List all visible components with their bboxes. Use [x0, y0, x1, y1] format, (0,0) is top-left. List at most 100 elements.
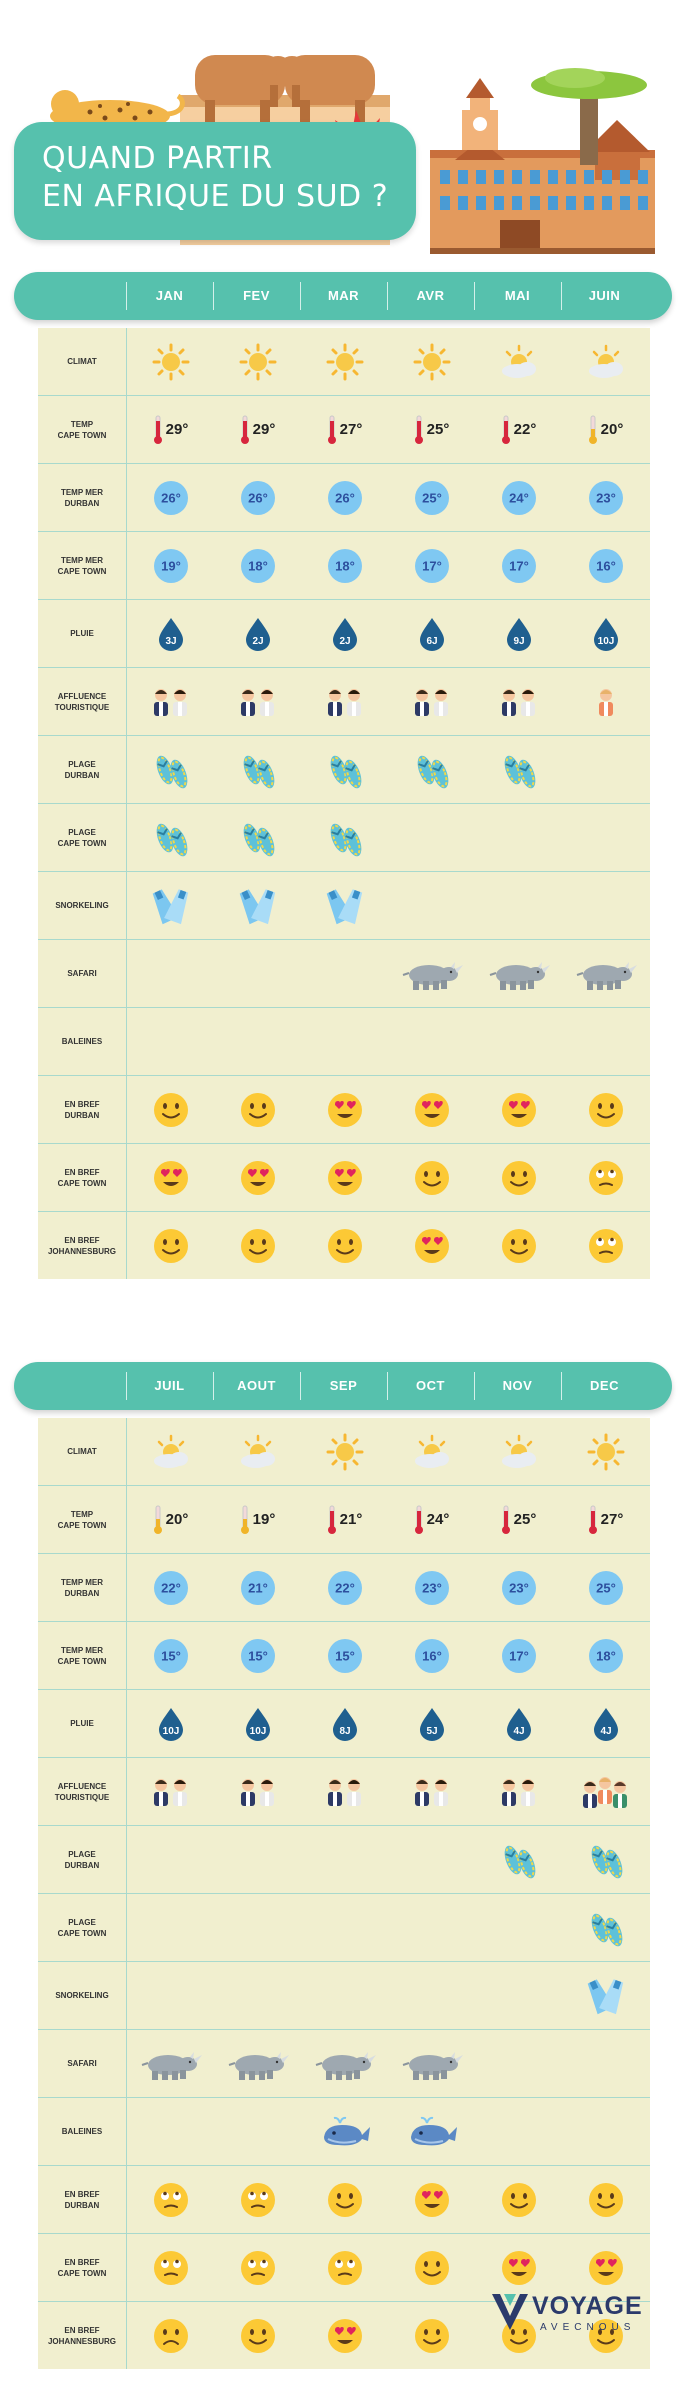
svg-text:4J: 4J	[600, 1726, 611, 1737]
thermometer-icon: 24°	[388, 1486, 475, 1553]
empty-cell	[214, 1894, 301, 1961]
row-label: PLUIE	[70, 629, 94, 638]
couple-icon	[214, 668, 301, 735]
smiling-emoji-icon	[388, 2234, 475, 2301]
svg-text:23°: 23°	[509, 1580, 529, 1595]
rain-drop-icon: 10J	[127, 1690, 214, 1757]
row-sea-temp-cape-town: TEMP MER CAPE TOWN 19° 18° 18° 17° 17° 16°	[38, 532, 650, 600]
svg-text:17°: 17°	[422, 558, 442, 573]
temperature-value: 27°	[339, 421, 363, 438]
empty-cell	[127, 1962, 214, 2029]
empty-cell	[127, 2098, 214, 2165]
empty-cell	[214, 1962, 301, 2029]
logo-v-icon	[492, 2294, 528, 2330]
svg-text:23°: 23°	[596, 490, 616, 505]
thermometer-icon: 29°	[127, 396, 214, 463]
month-label: JUIN	[588, 288, 621, 303]
month-header-bar: JAN FEV MAR AVR MAI JUIN	[14, 272, 672, 320]
couple-icon	[301, 668, 388, 735]
thermometer-icon: 19°	[214, 1486, 301, 1553]
flip-flops-icon	[214, 736, 301, 803]
heart-eyes-emoji-icon	[475, 1076, 562, 1143]
row-label: EN BREF JOHANNESBURG	[47, 1235, 116, 1256]
month-header-bar: JUIL AOUT SEP OCT NOV DEC	[14, 1362, 672, 1410]
thermometer-icon: 27°	[301, 396, 388, 463]
empty-cell	[127, 1826, 214, 1893]
svg-text:16°: 16°	[596, 558, 616, 573]
row-temp-cape-town: TEMP CAPE TOWN 20° 19° 21° 24° 25° 27°	[38, 1486, 650, 1554]
svg-text:26°: 26°	[248, 490, 268, 505]
temperature-value: 29°	[252, 421, 276, 438]
rain-drop-icon: 6J	[388, 600, 475, 667]
empty-cell	[562, 736, 649, 803]
svg-text:10J: 10J	[597, 636, 614, 647]
row-label: PLAGE CAPE TOWN	[57, 827, 107, 848]
diving-fins-icon	[214, 872, 301, 939]
temperature-value: 24°	[426, 1511, 450, 1528]
row-label: BALEINES	[61, 2127, 103, 2136]
row-sea-temp-durban: TEMP MER DURBAN 26° 26° 26° 25° 24° 23°	[38, 464, 650, 532]
empty-cell	[562, 1008, 649, 1075]
svg-text:6J: 6J	[426, 636, 437, 647]
empty-cell	[475, 1008, 562, 1075]
empty-cell	[475, 2030, 562, 2097]
heart-eyes-emoji-icon	[562, 2234, 649, 2301]
sea-temperature-badge: 15°	[301, 1622, 388, 1689]
svg-text:25°: 25°	[596, 1580, 616, 1595]
eye-roll-emoji-icon	[214, 2166, 301, 2233]
diving-fins-icon	[301, 872, 388, 939]
eye-roll-emoji-icon	[562, 1144, 649, 1211]
row-summary-cape-town: EN BREF CAPE TOWN	[38, 2234, 650, 2302]
section-first-half: JAN FEV MAR AVR MAI JUIN CLIMAT TEMP CAPE TOWN 2…	[14, 272, 672, 1279]
rhino-icon	[214, 2030, 301, 2097]
temperature-value: 20°	[165, 1511, 189, 1528]
sun-cloud-icon	[388, 1418, 475, 1485]
data-grid: CLIMAT TEMP CAPE TOWN 20° 19° 21° 24° 25° 27° TE…	[38, 1418, 650, 2369]
sea-temperature-badge: 22°	[127, 1554, 214, 1621]
rhino-icon	[562, 940, 649, 1007]
sea-temperature-badge: 18°	[562, 1622, 649, 1689]
sea-temperature-badge: 21°	[214, 1554, 301, 1621]
svg-text:19°: 19°	[161, 558, 181, 573]
row-temp-cape-town: TEMP CAPE TOWN 29° 29° 27° 25° 22° 20°	[38, 396, 650, 464]
sun-cloud-icon	[475, 328, 562, 395]
rain-drop-icon: 5J	[388, 1690, 475, 1757]
couple-icon	[127, 1758, 214, 1825]
sea-temperature-badge: 16°	[388, 1622, 475, 1689]
row-summary-johannesburg: EN BREF JOHANNESBURG	[38, 2302, 650, 2369]
svg-text:26°: 26°	[161, 490, 181, 505]
diving-fins-icon	[562, 1962, 649, 2029]
flip-flops-icon	[127, 736, 214, 803]
row-snorkeling: SNORKELING	[38, 872, 650, 940]
temperature-value: 29°	[165, 421, 189, 438]
month-label: AVR	[416, 288, 445, 303]
smiling-emoji-icon	[475, 1144, 562, 1211]
empty-cell	[388, 1962, 475, 2029]
section-second-half: JUIL AOUT SEP OCT NOV DEC CLIMAT TEMP CAPE TOWN…	[14, 1362, 672, 2369]
temperature-value: 22°	[513, 421, 537, 438]
heart-eyes-emoji-icon	[301, 1144, 388, 1211]
empty-cell	[562, 2098, 649, 2165]
couple-icon	[214, 1758, 301, 1825]
thermometer-icon: 27°	[562, 1486, 649, 1553]
row-label: EN BREF JOHANNESBURG	[47, 2325, 116, 2346]
row-rain: PLUIE 10J 10J 8J 5J 4J 4J	[38, 1690, 650, 1758]
sea-temperature-badge: 18°	[214, 532, 301, 599]
empty-cell	[301, 1826, 388, 1893]
sea-temperature-badge: 26°	[301, 464, 388, 531]
voyage-logo: VOYAGE AVECNOUS	[488, 2290, 663, 2338]
svg-text:21°: 21°	[248, 1580, 268, 1595]
flip-flops-icon	[127, 804, 214, 871]
svg-text:9J: 9J	[513, 636, 524, 647]
rain-drop-icon: 3J	[127, 600, 214, 667]
eye-roll-emoji-icon	[127, 2234, 214, 2301]
rhino-icon	[127, 2030, 214, 2097]
empty-cell	[127, 940, 214, 1007]
empty-cell	[562, 872, 649, 939]
svg-text:16°: 16°	[422, 1648, 442, 1663]
row-label: EN BREF CAPE TOWN	[57, 2257, 107, 2278]
whale-icon	[301, 2098, 388, 2165]
svg-text:5J: 5J	[426, 1726, 437, 1737]
svg-text:23°: 23°	[422, 1580, 442, 1595]
empty-cell	[388, 1826, 475, 1893]
